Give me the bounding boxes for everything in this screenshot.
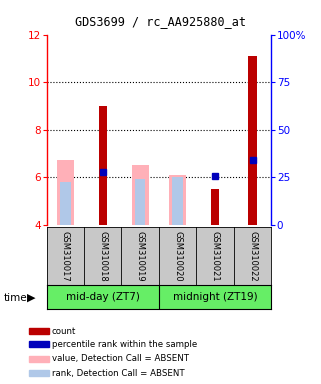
Text: count: count — [52, 327, 76, 336]
Bar — [248, 56, 257, 225]
Bar — [211, 189, 219, 225]
Text: percentile rank within the sample: percentile rank within the sample — [52, 340, 197, 349]
Bar — [29, 356, 49, 362]
Bar — [172, 177, 183, 225]
Bar — [57, 161, 74, 225]
Text: GSM310018: GSM310018 — [98, 231, 107, 282]
Text: ▶: ▶ — [27, 293, 36, 303]
Text: GDS3699 / rc_AA925880_at: GDS3699 / rc_AA925880_at — [75, 15, 246, 28]
Text: mid-day (ZT7): mid-day (ZT7) — [66, 292, 140, 302]
Text: GSM310021: GSM310021 — [211, 231, 220, 282]
Text: value, Detection Call = ABSENT: value, Detection Call = ABSENT — [52, 354, 189, 363]
Bar — [169, 175, 186, 225]
Bar — [135, 179, 145, 225]
Text: GSM310020: GSM310020 — [173, 231, 182, 282]
Text: GSM310017: GSM310017 — [61, 231, 70, 282]
Text: midnight (ZT19): midnight (ZT19) — [173, 292, 257, 302]
Bar — [29, 328, 49, 334]
Bar — [29, 341, 49, 348]
Bar — [132, 165, 149, 225]
Text: time: time — [3, 293, 27, 303]
Text: GSM310022: GSM310022 — [248, 231, 257, 282]
Text: rank, Detection Call = ABSENT: rank, Detection Call = ABSENT — [52, 369, 184, 377]
Text: GSM310019: GSM310019 — [136, 231, 145, 282]
Bar — [29, 370, 49, 376]
Bar — [60, 182, 71, 225]
Bar — [99, 106, 107, 225]
